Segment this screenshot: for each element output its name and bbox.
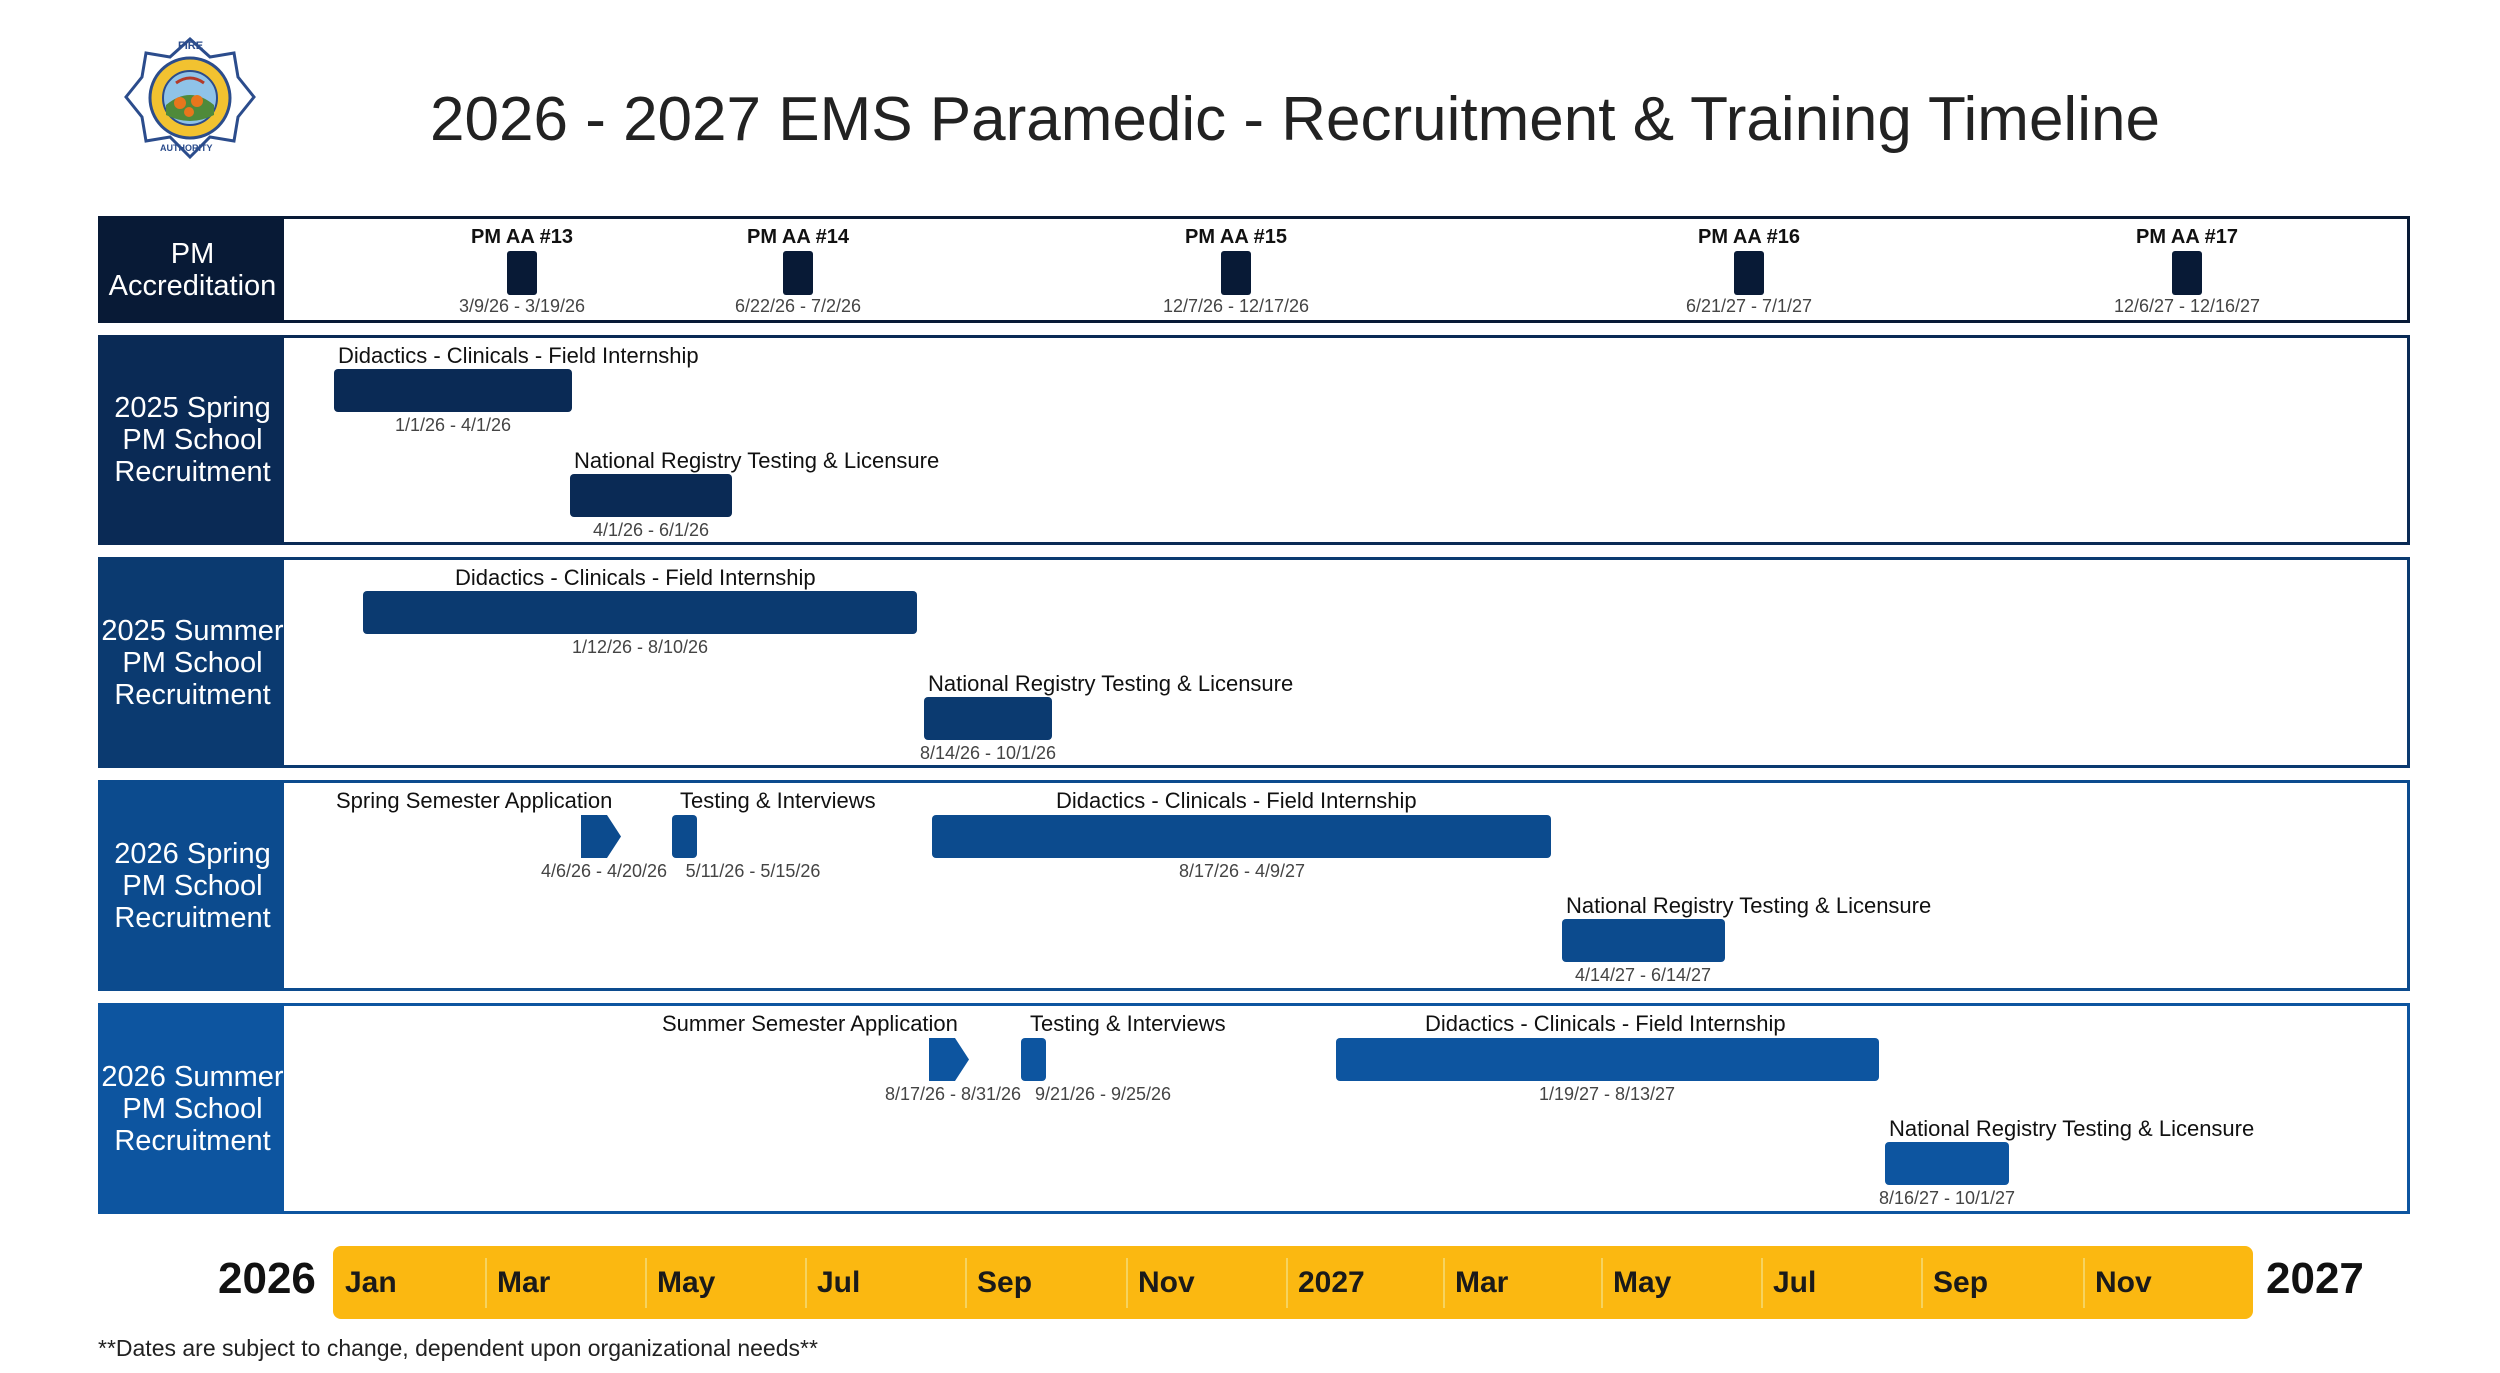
task-label: Didactics - Clinicals - Field Internship [338,343,699,368]
milestone-label: PM AA #17 [2136,226,2238,248]
row-2025-summer: 2025 Summer PM School Recruitment Didact… [98,557,2410,768]
application-chevron[interactable] [929,1038,969,1081]
row-2026-summer: 2026 Summer PM School Recruitment Summer… [98,1003,2410,1214]
milestone-marker[interactable] [507,251,537,295]
task-label: Didactics - Clinicals - Field Internship [455,565,816,590]
task-dates: 8/17/26 - 4/9/27 [1178,861,1306,881]
milestone-marker[interactable] [783,251,813,295]
fire-authority-badge-icon [124,36,256,160]
milestone-dates: 3/9/26 - 3/19/26 [458,296,586,316]
axis-month: Jan [345,1266,397,1299]
milestone-label: PM AA #16 [1698,226,1800,248]
fire-authority-logo: FIRE AUTHORITY [122,35,258,161]
row-label: 2026 Summer PM School Recruitment [101,1006,284,1211]
axis-month: Jul [1773,1266,1817,1299]
task-label: National Registry Testing & Licensure [928,671,1294,696]
axis-month: Sep [1933,1266,1989,1299]
task-dates: 8/14/26 - 10/1/26 [919,743,1057,763]
axis-divider [805,1258,807,1308]
task-bar[interactable] [1885,1142,2009,1185]
axis-divider [965,1258,967,1308]
task-dates: 5/11/26 - 5/15/26 [685,861,821,881]
milestone-marker[interactable] [1734,251,1764,295]
task-dates: 1/12/26 - 8/10/26 [571,637,709,657]
axis-divider [1286,1258,1288,1308]
task-dates: 4/1/26 - 6/1/26 [592,520,710,540]
task-bar[interactable] [1021,1038,1046,1081]
task-label: Testing & Interviews [1030,1011,1226,1036]
axis-month: Nov [2095,1266,2152,1299]
axis-divider [1126,1258,1128,1308]
logo-text-bottom: AUTHORITY [160,143,213,153]
row-label: 2026 Spring PM School Recruitment [101,783,284,988]
axis-divider [2083,1258,2085,1308]
task-label: Didactics - Clinicals - Field Internship [1056,788,1417,813]
row-2025-spring: 2025 Spring PM School Recruitment Didact… [98,335,2410,545]
task-bar[interactable] [570,474,732,517]
task-bar[interactable] [334,369,572,412]
axis-end-year: 2027 [2266,1254,2364,1303]
task-dates: 9/21/26 - 9/25/26 [1034,1084,1172,1104]
axis-divider [645,1258,647,1308]
task-label: National Registry Testing & Licensure [1889,1116,2255,1141]
milestone-marker[interactable] [1221,251,1251,295]
task-bar[interactable] [1562,919,1725,962]
time-axis: Jan Mar May Jul Sep Nov 2027 Mar May Jul… [333,1246,2253,1319]
milestone-label: PM AA #15 [1185,226,1287,248]
milestone-label: PM AA #14 [747,226,849,248]
task-bar[interactable] [363,591,917,634]
axis-month: May [1613,1266,1672,1299]
task-dates: 4/6/26 - 4/20/26 [540,861,668,881]
task-dates: 4/14/27 - 6/14/27 [1574,965,1712,985]
page-title: 2026 - 2027 EMS Paramedic - Recruitment … [430,85,2160,154]
task-label: National Registry Testing & Licensure [1566,893,1932,918]
row-label: PM Accreditation [101,219,284,320]
task-bar[interactable] [1336,1038,1879,1081]
task-dates: 1/1/26 - 4/1/26 [394,415,512,435]
axis-month: Nov [1138,1266,1195,1299]
task-dates: 8/16/27 - 10/1/27 [1878,1188,2016,1208]
milestone-dates: 6/21/27 - 7/1/27 [1685,296,1813,316]
task-bar[interactable] [932,815,1551,858]
axis-divider [485,1258,487,1308]
task-label: Testing & Interviews [680,788,876,813]
task-bar[interactable] [672,815,697,858]
row-label: 2025 Spring PM School Recruitment [101,338,284,542]
milestone-dates: 6/22/26 - 7/2/26 [734,296,862,316]
task-label: Spring Semester Application [336,788,613,813]
task-label: National Registry Testing & Licensure [574,448,940,473]
task-label: Didactics - Clinicals - Field Internship [1425,1011,1786,1036]
axis-month: Sep [977,1266,1033,1299]
task-dates: 1/19/27 - 8/13/27 [1538,1084,1676,1104]
axis-month: May [657,1266,716,1299]
application-chevron[interactable] [581,815,621,858]
row-label: 2025 Summer PM School Recruitment [101,560,284,765]
row-pm-accreditation: PM Accreditation PM AA #13 3/9/26 - 3/19… [98,216,2410,323]
axis-month: Mar [497,1266,551,1299]
milestone-marker[interactable] [2172,251,2202,295]
footnote: **Dates are subject to change, dependent… [98,1335,818,1361]
axis-divider [1601,1258,1603,1308]
logo-text-top: FIRE [178,40,204,52]
row-2026-spring: 2026 Spring PM School Recruitment Spring… [98,780,2410,991]
axis-divider [1761,1258,1763,1308]
axis-month: 2027 [1298,1266,1365,1299]
task-dates: 8/17/26 - 8/31/26 [884,1084,1022,1104]
axis-divider [1443,1258,1445,1308]
axis-month: Jul [817,1266,861,1299]
axis-month: Mar [1455,1266,1509,1299]
task-bar[interactable] [924,697,1052,740]
milestone-dates: 12/6/27 - 12/16/27 [2113,296,2261,316]
task-label: Summer Semester Application [662,1011,958,1036]
axis-start-year: 2026 [218,1254,316,1303]
milestone-dates: 12/7/26 - 12/17/26 [1162,296,1310,316]
axis-divider [1921,1258,1923,1308]
milestone-label: PM AA #13 [471,226,573,248]
